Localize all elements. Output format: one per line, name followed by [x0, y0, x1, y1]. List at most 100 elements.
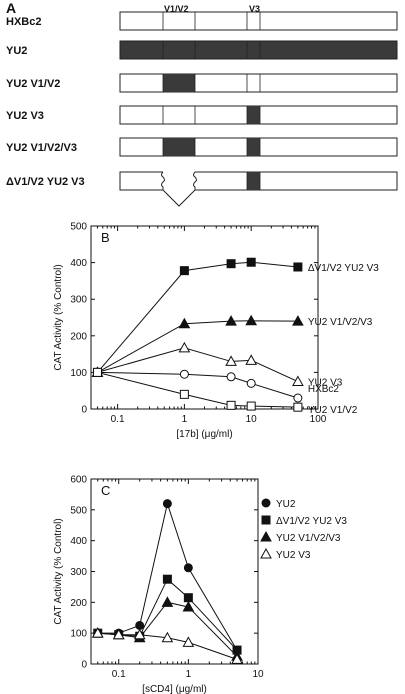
data-point	[231, 653, 243, 664]
x-tick-label: 100	[310, 414, 327, 425]
x-axis-label: [sCD4] (μg/ml)	[142, 684, 207, 694]
data-point	[179, 266, 189, 276]
construct-label: HXBc2	[6, 16, 41, 28]
series-label: YU2 V3	[308, 378, 343, 389]
data-point	[178, 317, 191, 329]
construct-row-yu2-v1-v2-v3: YU2 V1/V2/V3	[6, 137, 398, 157]
data-point	[162, 574, 172, 584]
data-point	[226, 400, 236, 410]
y-axis-label: CAT Activity (% Control)	[53, 518, 64, 624]
construct-label: YU2	[6, 45, 27, 57]
x-tick-label: 0.1	[111, 414, 125, 425]
data-point	[293, 402, 303, 412]
y-tick-label: 400	[70, 258, 87, 269]
y-axis-label: CAT Activity (% Control)	[53, 264, 64, 370]
data-point	[292, 375, 304, 387]
construct-rows: HXBc2 YU2 YU2 V1/V2 YU2 V3 YU2 V1/V2/V3 ΔV1/V…	[6, 11, 398, 207]
series-line	[97, 347, 299, 383]
data-point	[293, 393, 303, 403]
data-point	[135, 620, 145, 630]
data-point	[161, 596, 174, 607]
series-label: YU2 V1/V2/V3	[308, 317, 373, 328]
legend-label: YU2	[276, 499, 296, 510]
construct-bar	[119, 73, 398, 93]
legend-label: YU2 V3	[276, 550, 311, 561]
series-line	[97, 371, 298, 408]
construct-bar-left	[119, 171, 163, 191]
data-point	[225, 355, 237, 366]
construct-row-yu2-v3: YU2 V3	[6, 105, 398, 125]
data-point	[133, 628, 146, 640]
series-label: YU2 V1/V2	[308, 405, 358, 416]
v3-region-shaded	[247, 138, 260, 156]
construct-row-yu2-v1-v2: YU2 V1/V2	[6, 73, 398, 93]
y-tick-label: 600	[70, 475, 87, 486]
data-point	[183, 563, 193, 573]
data-point	[292, 315, 304, 326]
data-point	[183, 593, 193, 603]
x-tick-label: 10	[246, 414, 258, 425]
panel-b-chart: B 0 100 200 300 400 500 0.1 1 10 100 [17b] (μg/ml) C…	[53, 222, 379, 441]
legend-label: YU2 V1/V2/V3	[276, 533, 341, 544]
data-point	[293, 262, 303, 272]
data-point	[245, 314, 258, 326]
x-axis-label: [17b] (μg/ml)	[176, 429, 232, 440]
data-point	[226, 372, 236, 382]
construct-bar	[119, 11, 398, 31]
legend-marker	[260, 530, 272, 542]
data-point	[112, 628, 125, 640]
data-point	[179, 389, 189, 399]
data-point	[162, 499, 172, 509]
series-yu2-v3	[91, 627, 243, 664]
data-point	[246, 401, 256, 411]
data-point	[179, 369, 189, 379]
v1v2-region-shaded	[163, 74, 195, 92]
legend: YU2 ΔV1/V2 YU2 V3 YU2 V1/V2/V3 YU2 V3	[260, 498, 347, 561]
data-point	[225, 315, 237, 326]
construct-row-yu2: YU2	[6, 40, 398, 60]
series-yu2-v1-v2-v3	[91, 596, 243, 661]
construct-label: ΔV1/V2 YU2 V3	[6, 176, 85, 188]
y-tick-label: 200	[70, 598, 87, 609]
construct-bar-right	[195, 171, 398, 191]
construct-label: YU2 V1/V2	[6, 78, 60, 90]
data-point	[161, 631, 174, 643]
panel-letter: B	[101, 230, 110, 245]
deletion-edge-right	[193, 171, 197, 190]
series-line	[97, 632, 238, 660]
construct-row-hxbc2: HXBc2	[6, 11, 398, 31]
panel-c-chart: C 0 100 200 300 400 500 600 0.1 1 10 [sCD4] (μg/ml)…	[53, 475, 347, 694]
series-label: HXBc2	[308, 384, 340, 395]
panel-a-envelope-diagram: A V1/V2 V3 HXBc2 YU2 YU2 V1/V2 YU2 V3 YU2 V1…	[6, 0, 398, 207]
construct-bar-shaded	[119, 40, 398, 60]
v1v2-region-shaded	[163, 138, 195, 156]
data-point	[178, 341, 191, 353]
y-tick-label: 200	[70, 331, 87, 342]
region-label-v1v2: V1/V2	[164, 4, 189, 14]
y-tick-label: 500	[70, 505, 87, 516]
construct-label: YU2 V1/V2/V3	[6, 142, 77, 154]
data-point	[91, 627, 104, 638]
construct-label: YU2 V3	[6, 110, 44, 122]
data-point	[182, 600, 195, 612]
v3-region-shaded	[247, 106, 260, 124]
series-line	[97, 371, 299, 399]
legend-marker	[260, 547, 272, 559]
plot-frame	[90, 225, 319, 410]
legend-marker	[261, 498, 271, 508]
series-yu2-v1-v2: YU2 V1/V2	[92, 367, 358, 416]
y-tick-label: 0	[81, 405, 87, 416]
y-tick-label: 500	[70, 222, 87, 233]
series-label: ΔV1/V2 YU2 V3	[308, 263, 379, 274]
panel-letter: C	[101, 483, 110, 498]
series-yu2-v1-v2-v3: YU2 V1/V2/V3	[91, 314, 373, 377]
panel-a-letter: A	[6, 0, 16, 16]
data-point	[182, 636, 195, 647]
x-tick-label: 1	[186, 669, 192, 680]
data-point	[245, 354, 258, 365]
x-tick-label: 0.1	[112, 669, 126, 680]
construct-row-v1-v2-yu2-v3: ΔV1/V2 YU2 V3	[6, 171, 398, 207]
x-tick-label: 1	[182, 414, 188, 425]
y-tick-label: 300	[70, 295, 87, 306]
